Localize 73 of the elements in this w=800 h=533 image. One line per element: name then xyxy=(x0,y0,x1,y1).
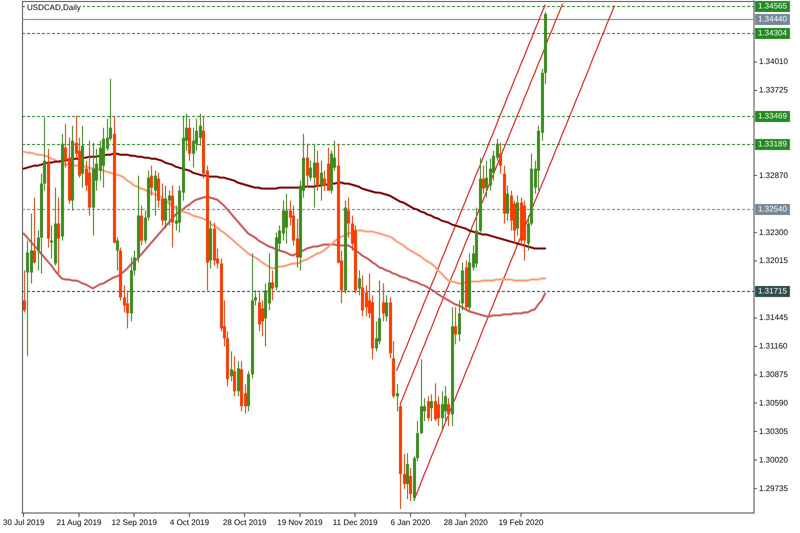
y-tick-label: 1.30020 xyxy=(759,455,788,464)
candlestick xyxy=(385,294,388,322)
candlestick xyxy=(233,356,236,397)
ref-line-label: 1.33189 xyxy=(758,140,788,149)
candlestick xyxy=(437,396,440,427)
candlestick xyxy=(30,213,33,284)
candlestick xyxy=(154,170,157,216)
y-tick-label: 1.31160 xyxy=(759,342,788,351)
x-tick-label: 6 Jan 2020 xyxy=(390,518,431,528)
x-tick-label: 21 Aug 2019 xyxy=(56,518,102,528)
x-tick-label: 4 Oct 2019 xyxy=(170,518,210,528)
candlestick xyxy=(430,394,433,422)
x-tick-label: 30 Jul 2019 xyxy=(3,518,45,528)
candlestick xyxy=(316,150,319,192)
candlestick xyxy=(382,282,385,322)
candlestick xyxy=(409,468,412,502)
ref-line-label: 1.34304 xyxy=(758,28,788,38)
candlestick xyxy=(485,160,488,198)
candlestick xyxy=(403,454,406,490)
candlestick xyxy=(271,270,274,301)
candlestick xyxy=(454,306,457,345)
candlestick xyxy=(506,185,509,222)
chart-title: USDCAD,Daily xyxy=(27,3,81,12)
candlestick xyxy=(396,384,399,412)
candlestick xyxy=(164,185,167,230)
y-tick-label: 1.32015 xyxy=(759,256,788,266)
candlestick xyxy=(482,165,485,194)
ref-line-label: 1.34440 xyxy=(758,14,788,24)
candlestick xyxy=(237,360,240,397)
candlestick xyxy=(230,350,233,382)
candlestick xyxy=(199,113,202,146)
x-tick-label: 11 Dec 2019 xyxy=(332,518,378,528)
x-tick-label: 19 Feb 2020 xyxy=(498,518,544,528)
candlestick xyxy=(320,160,323,202)
candlestick xyxy=(57,197,60,274)
candlestick xyxy=(427,396,430,422)
candlestick xyxy=(150,165,153,196)
y-tick-label: 1.32300 xyxy=(759,228,788,237)
ref-line-label: 1.31715 xyxy=(758,286,788,296)
candlestick xyxy=(309,160,312,182)
x-tick-label: 28 Oct 2019 xyxy=(222,518,268,528)
ref-line-label: 1.32540 xyxy=(758,204,788,214)
candlestick xyxy=(26,240,29,357)
candlestick xyxy=(447,398,450,427)
ref-line-label: 1.34565 xyxy=(758,2,788,11)
x-tick-label: 19 Nov 2019 xyxy=(277,518,324,528)
y-tick-label: 1.31445 xyxy=(759,313,788,322)
candlestick xyxy=(347,197,350,238)
candlestick xyxy=(499,142,502,174)
candlestick xyxy=(33,197,36,264)
candlestick xyxy=(261,300,264,337)
y-tick-label: 1.29735 xyxy=(759,484,788,493)
candlestick xyxy=(313,143,316,208)
candlestick xyxy=(406,452,409,500)
candlestick xyxy=(126,290,129,329)
x-tick-label: 12 Sep 2019 xyxy=(112,518,158,528)
y-tick-label: 1.32870 xyxy=(759,170,788,180)
candlestick xyxy=(116,237,119,271)
y-tick-label: 1.30590 xyxy=(759,398,788,408)
candlestick xyxy=(296,218,299,268)
y-tick-label: 1.30875 xyxy=(759,370,788,379)
candlestick xyxy=(285,193,288,244)
candlestick xyxy=(361,274,364,317)
ref-line-label: 1.33469 xyxy=(758,112,788,121)
candlestick xyxy=(168,190,171,226)
y-tick-label: 1.30305 xyxy=(759,426,788,436)
candlestick xyxy=(306,143,309,188)
y-tick-label: 1.34010 xyxy=(759,57,788,66)
candlestick xyxy=(434,382,437,422)
y-tick-label: 1.33725 xyxy=(759,86,788,95)
x-tick-label: 28 Jan 2020 xyxy=(444,518,488,528)
candlestick xyxy=(358,270,361,296)
candlestick xyxy=(23,270,26,313)
